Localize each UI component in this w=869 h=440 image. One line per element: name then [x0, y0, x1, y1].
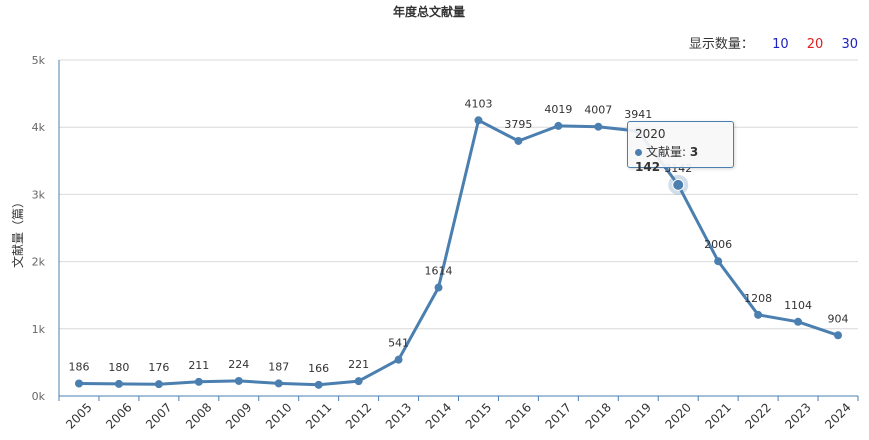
x-tick-label: 2018 — [583, 400, 614, 431]
x-tick-label: 2010 — [263, 400, 294, 431]
x-tick-label: 2008 — [183, 400, 214, 431]
data-point[interactable] — [554, 121, 563, 130]
data-point[interactable] — [474, 116, 483, 125]
data-point[interactable] — [234, 376, 243, 385]
data-point[interactable] — [434, 283, 443, 292]
data-point[interactable] — [754, 310, 763, 319]
data-point[interactable] — [794, 317, 803, 326]
tooltip: 2020 文献量: 3 142 — [627, 121, 734, 174]
x-tick-label: 2020 — [662, 400, 693, 431]
x-tick-label: 2009 — [223, 400, 254, 431]
y-axis-label: 文献量（篇） — [10, 196, 25, 268]
data-point[interactable] — [354, 377, 363, 386]
data-points — [74, 116, 843, 389]
x-tick-label: 2011 — [303, 400, 334, 431]
x-tick-label: 2019 — [623, 400, 654, 431]
data-label: 224 — [228, 358, 249, 371]
chart-title: 年度总文献量 — [393, 4, 465, 19]
display-count-control: 显示数量： 10 20 30 — [689, 33, 858, 52]
y-tick-label: 0k — [32, 390, 46, 403]
x-tick-label: 2015 — [463, 400, 494, 431]
x-tick-label: 2016 — [503, 400, 534, 431]
data-point[interactable] — [74, 379, 83, 388]
x-tick-label: 2017 — [543, 400, 574, 431]
display-count-label: 显示数量： — [688, 37, 754, 52]
series-line — [78, 118, 839, 387]
data-label: 176 — [148, 361, 169, 374]
data-label: 186 — [68, 361, 89, 374]
y-tick-label: 1k — [32, 323, 46, 336]
data-label: 1104 — [784, 299, 812, 312]
data-point[interactable] — [714, 257, 723, 266]
data-point[interactable] — [274, 379, 283, 388]
x-tick-label: 2024 — [822, 400, 853, 431]
x-tick-label: 2006 — [103, 400, 134, 431]
data-point[interactable] — [114, 379, 123, 388]
data-point[interactable] — [834, 331, 843, 340]
display-count-option-30[interactable]: 30 — [841, 37, 858, 52]
x-tick-label: 2023 — [782, 400, 813, 431]
data-point[interactable] — [672, 178, 685, 191]
data-label: 4103 — [464, 97, 492, 110]
tooltip-value: 3 142 — [635, 145, 699, 174]
data-point[interactable] — [594, 122, 603, 131]
axes: 0k 1k 2k 3k 4k 5k 2005 2006 2007 2008 2009 2010 2011… — [32, 54, 859, 432]
x-tick-label: 2013 — [383, 400, 414, 431]
y-tick-label: 3k — [32, 188, 46, 201]
x-tick-label: 2005 — [63, 400, 94, 431]
x-tick-label: 2021 — [702, 400, 733, 431]
data-label: 1208 — [744, 292, 772, 305]
data-label: 3795 — [504, 118, 532, 131]
data-point[interactable] — [314, 380, 323, 389]
data-label: 4019 — [544, 103, 572, 116]
data-label: 904 — [828, 312, 849, 325]
data-label: 3941 — [624, 108, 652, 121]
data-label: 180 — [108, 361, 129, 374]
y-tick-label: 5k — [32, 54, 46, 67]
data-point[interactable] — [394, 355, 403, 364]
y-tick-label: 2k — [32, 256, 46, 269]
x-tick-label: 2014 — [423, 400, 454, 431]
tooltip-series-marker — [635, 149, 642, 156]
x-tick-label: 2012 — [343, 400, 374, 431]
tooltip-series-name: 文献量 — [646, 145, 683, 159]
data-label: 541 — [388, 337, 409, 350]
series-line-layer — [78, 118, 839, 387]
data-label: 4007 — [584, 104, 612, 117]
x-tick-label: 2022 — [742, 400, 773, 431]
data-label: 187 — [268, 360, 289, 373]
data-label: 1614 — [425, 265, 453, 278]
tooltip-category: 2020 — [635, 127, 666, 141]
display-count-option-10[interactable]: 10 — [772, 37, 789, 52]
y-tick-label: 4k — [32, 121, 46, 134]
data-label: 221 — [348, 358, 369, 371]
data-label: 166 — [308, 362, 329, 375]
x-tick-label: 2007 — [143, 400, 174, 431]
data-label: 211 — [188, 359, 209, 372]
data-point[interactable] — [514, 136, 523, 145]
data-point[interactable] — [194, 377, 203, 386]
display-count-option-20[interactable]: 20 — [806, 37, 824, 52]
data-labels: 186 180 176 211 224 187 166 221 541 1614 4103 3795 4… — [68, 97, 848, 375]
data-point[interactable] — [154, 380, 163, 389]
data-label: 2006 — [704, 238, 732, 251]
